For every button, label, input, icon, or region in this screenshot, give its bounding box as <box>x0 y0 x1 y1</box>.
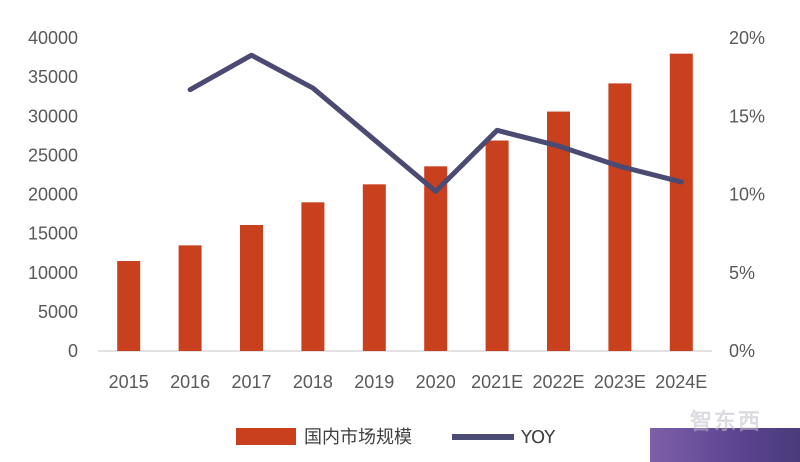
x-axis-tick-label: 2022E <box>532 372 584 392</box>
bar <box>362 184 386 351</box>
x-axis-tick-label: 2016 <box>170 372 210 392</box>
left-axis-tick-label: 25000 <box>28 145 78 165</box>
yoy-point <box>619 165 621 167</box>
x-axis-ticks: 2015 2016 2017 2018 2019 2020 2021E 2022E 2023E 2… <box>109 372 708 392</box>
x-axis-tick-label: 2017 <box>231 372 271 392</box>
yoy-point <box>496 129 498 131</box>
x-axis-tick-label: 2015 <box>109 372 149 392</box>
legend-swatch-bar <box>236 428 296 445</box>
legend: 国内市场规模 YOY <box>236 427 556 448</box>
left-axis-tick-label: 30000 <box>28 106 78 126</box>
legend-label-bar: 国内市场规模 <box>304 427 412 448</box>
bar <box>608 83 632 351</box>
bar <box>240 225 263 351</box>
right-axis-tick-label: 15% <box>729 106 765 126</box>
yoy-point <box>558 145 559 147</box>
x-axis-tick-label: 2020 <box>416 372 456 392</box>
bar <box>301 202 325 351</box>
bar <box>669 53 693 352</box>
left-axis-tick-label: 35000 <box>28 67 78 87</box>
right-axis-tick-label: 5% <box>729 263 755 283</box>
legend-label-line: YOY <box>520 427 556 448</box>
yoy-line-series <box>187 52 684 194</box>
right-axis-tick-label: 0% <box>729 341 755 361</box>
bar <box>117 261 141 351</box>
left-axis-tick-label: 20000 <box>28 185 78 205</box>
yoy-point <box>680 181 682 183</box>
right-axis-ticks: 0% 5% 10% 15% 20% <box>729 28 765 361</box>
left-axis-ticks: 0 5000 10000 15000 20000 25000 30000 35000 40000 <box>28 28 78 361</box>
bar-series <box>117 53 693 352</box>
yoy-point <box>251 54 252 56</box>
bar <box>424 166 448 351</box>
x-axis-tick-label: 2023E <box>594 372 646 392</box>
right-axis-tick-label: 20% <box>729 28 765 48</box>
bar <box>547 111 570 352</box>
watermark-banner <box>650 428 800 462</box>
x-axis-tick-label: 2019 <box>354 372 394 392</box>
left-axis-tick-label: 0 <box>68 341 78 361</box>
left-axis-tick-label: 40000 <box>28 28 78 48</box>
x-axis-tick-label: 2024E <box>655 372 707 392</box>
x-axis-tick-label: 2021E <box>471 372 523 392</box>
right-axis-tick-label: 10% <box>729 185 765 205</box>
bar <box>485 140 509 351</box>
yoy-line <box>187 52 684 194</box>
yoy-point <box>312 87 314 89</box>
left-axis-tick-label: 15000 <box>28 224 78 244</box>
yoy-point <box>189 89 191 91</box>
x-axis-tick-label: 2018 <box>293 372 333 392</box>
left-axis-tick-label: 10000 <box>28 263 78 283</box>
left-axis-tick-label: 5000 <box>38 302 78 322</box>
watermark-logo: 智东西 <box>690 410 763 435</box>
bar <box>178 245 202 351</box>
yoy-point <box>435 190 437 192</box>
